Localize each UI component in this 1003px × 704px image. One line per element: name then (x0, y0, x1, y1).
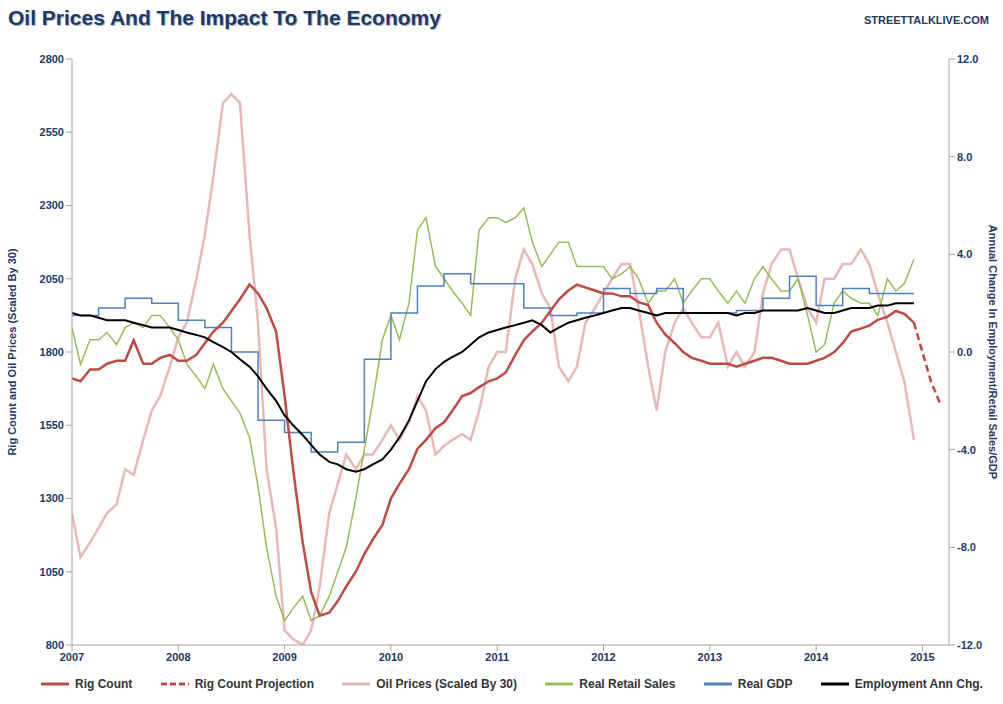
svg-text:2007: 2007 (60, 651, 84, 663)
svg-text:12.0: 12.0 (957, 53, 978, 65)
svg-text:2300: 2300 (40, 199, 64, 211)
html-text:Oil Prices (Scaled By 30): Oil Prices (Scaled By 30) (376, 677, 517, 691)
svg-text:Rig Count and Oil Prices (Scal: Rig Count and Oil Prices (Scaled By 30) (8, 248, 18, 456)
svg-text:2013: 2013 (698, 651, 722, 663)
svg-text:2011: 2011 (485, 651, 509, 663)
svg-text:4.0: 4.0 (957, 248, 972, 260)
svg-text:-8.0: -8.0 (957, 541, 976, 553)
svg-text:2015: 2015 (910, 651, 934, 663)
html-text:Real Retail Sales: Real Retail Sales (579, 677, 676, 691)
svg-text:0.0: 0.0 (957, 346, 972, 358)
html-text:Rig Count Projection: Rig Count Projection (194, 677, 314, 691)
svg-text:2009: 2009 (272, 651, 296, 663)
svg-text:1800: 1800 (40, 346, 64, 358)
svg-text:1300: 1300 (40, 492, 64, 504)
svg-text:2050: 2050 (40, 273, 64, 285)
svg-text:1050: 1050 (40, 566, 64, 578)
svg-text:2008: 2008 (166, 651, 190, 663)
svg-text:-4.0: -4.0 (957, 444, 976, 456)
svg-text:2014: 2014 (804, 651, 829, 663)
html-text:Oil Prices And The Impact To T: Oil Prices And The Impact To The Economy (8, 6, 441, 29)
html-text:Real GDP: Real GDP (737, 677, 793, 691)
html-text:Employment Ann Chg.: Employment Ann Chg. (854, 677, 983, 691)
svg-text:2800: 2800 (40, 53, 64, 65)
svg-text:Annual Change In Employment/Re: Annual Change In Employment/Retail Sales… (987, 225, 995, 479)
svg-text:8.0: 8.0 (957, 151, 972, 163)
svg-text:1550: 1550 (40, 419, 64, 431)
svg-text:800: 800 (46, 639, 64, 651)
svg-text:2010: 2010 (379, 651, 403, 663)
svg-text:-12.0: -12.0 (957, 639, 982, 651)
html-text:STREETTALKLIVE.COM: STREETTALKLIVE.COM (863, 14, 989, 26)
svg-text:2012: 2012 (591, 651, 615, 663)
svg-text:2550: 2550 (40, 126, 64, 138)
html-text:Rig Count: Rig Count (75, 677, 133, 691)
